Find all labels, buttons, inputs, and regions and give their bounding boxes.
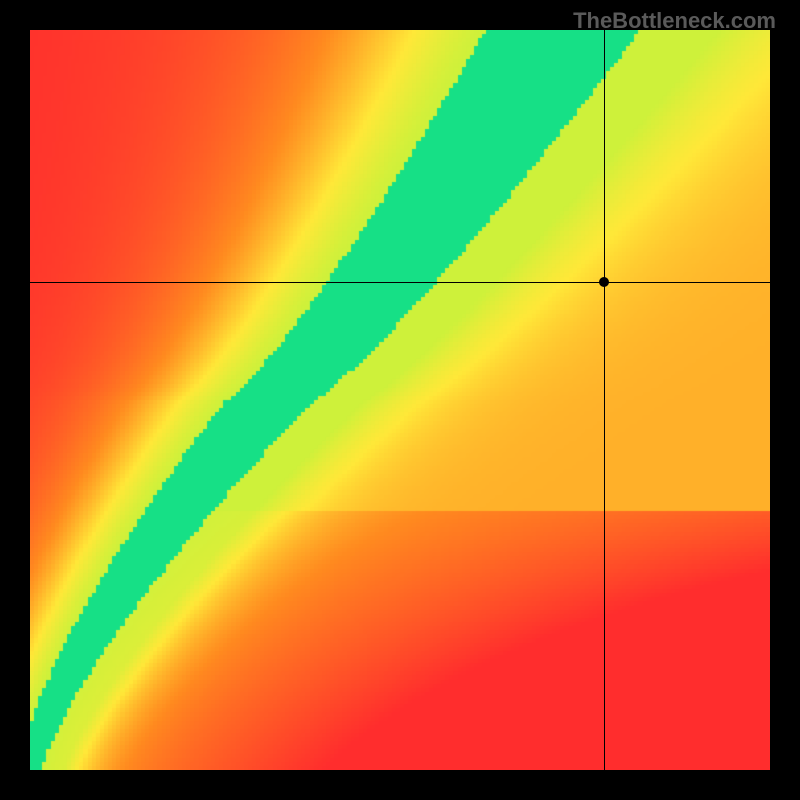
heatmap-plot [30,30,770,770]
crosshair-vertical [604,30,605,770]
crosshair-horizontal [30,282,770,283]
crosshair-marker [599,277,609,287]
heatmap-canvas [30,30,770,770]
watermark-text: TheBottleneck.com [573,8,776,34]
